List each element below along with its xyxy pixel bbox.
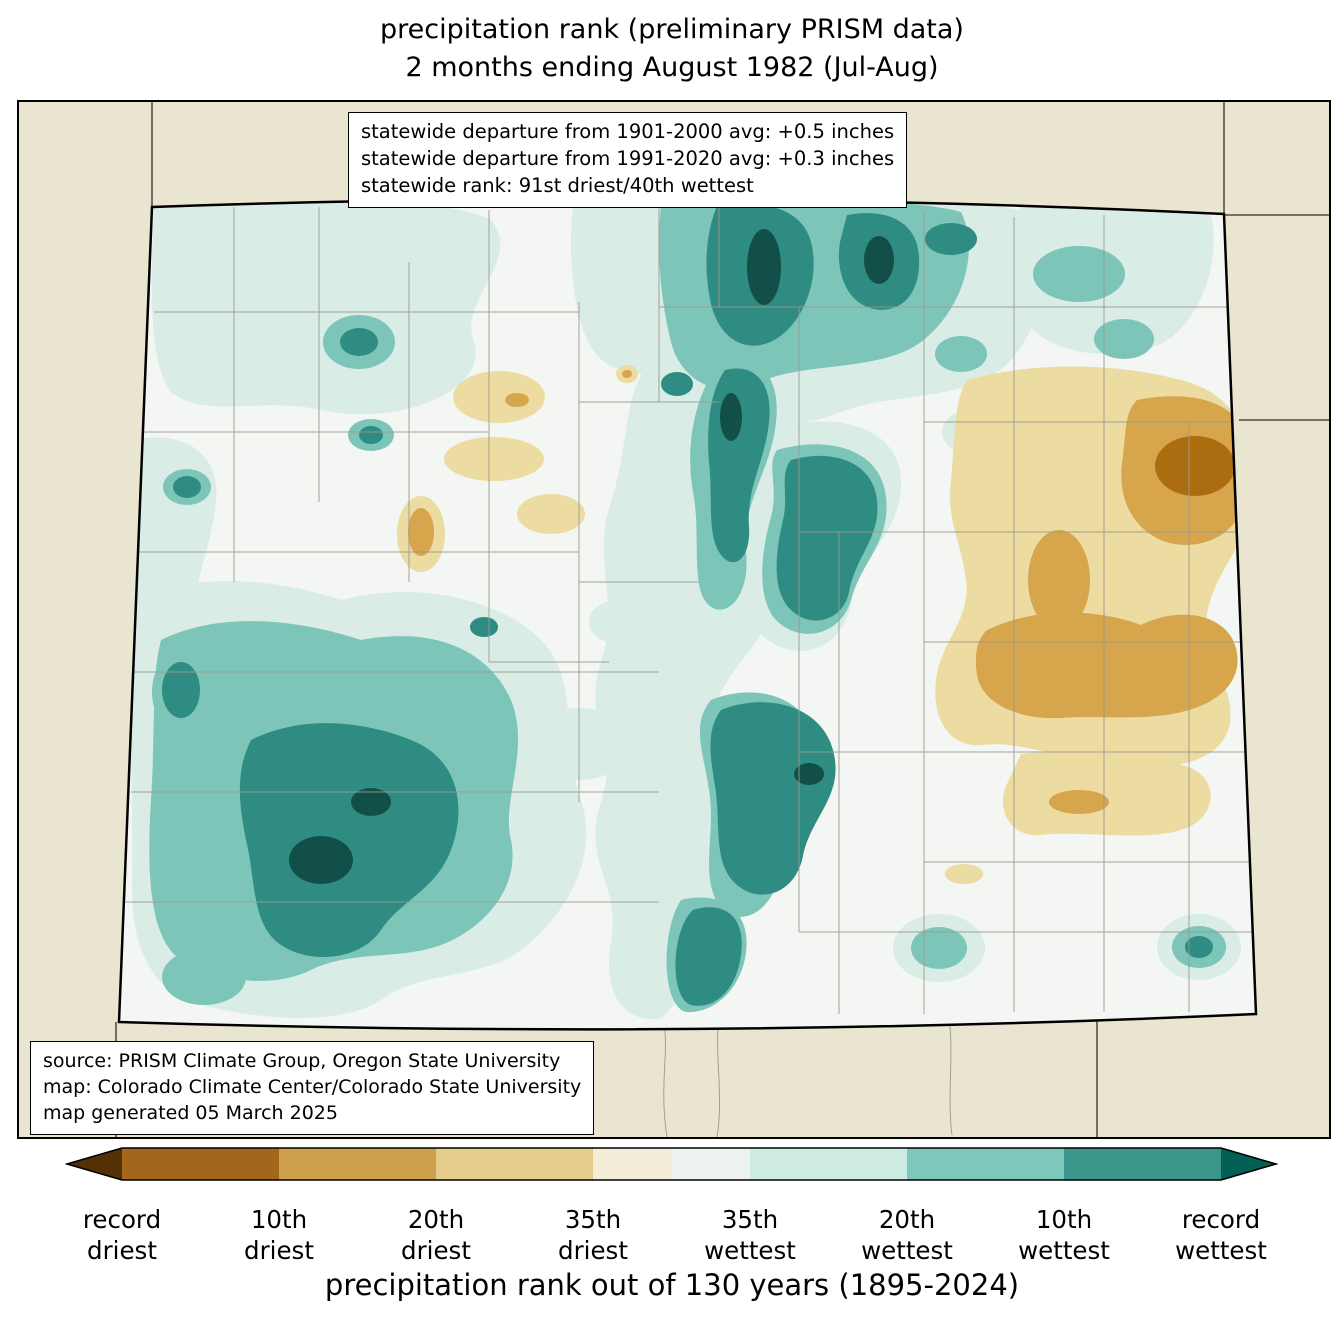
colorbar-segment	[436, 1148, 593, 1180]
colorbar-left-arrow	[67, 1148, 122, 1180]
colorbar-segment	[750, 1148, 907, 1180]
source-box: source: PRISM Climate Group, Oregon Stat…	[30, 1041, 595, 1135]
colorbar-label-20th-driest: 20th driest	[401, 1205, 471, 1266]
colorbar	[64, 1146, 1279, 1190]
stats-line-1: statewide departure from 1901-2000 avg: …	[361, 120, 895, 143]
source-line-1: source: PRISM Climate Group, Oregon Stat…	[43, 1050, 561, 1072]
colorbar-segment	[1064, 1148, 1221, 1180]
colorbar-right-arrow	[1221, 1148, 1276, 1180]
teal-dark-regions	[162, 203, 1213, 1006]
colorado-precipitation-map	[115, 102, 1329, 1137]
colorbar-label-10th-driest: 10th driest	[244, 1205, 314, 1266]
colorbar-segment	[907, 1148, 1064, 1180]
colorbar-label-record-driest: record driest	[82, 1205, 162, 1266]
colorbar-label-20th-wettest: 20th wettest	[861, 1205, 953, 1266]
colorbar-segment	[593, 1148, 672, 1180]
colorbar-label-35th-driest: 35th driest	[558, 1205, 628, 1266]
colorbar-segment	[671, 1148, 750, 1180]
colorbar-segment	[279, 1148, 436, 1180]
page-title: precipitation rank (preliminary PRISM da…	[380, 14, 964, 45]
teal-darkest-cores	[289, 229, 894, 884]
stats-line-3: statewide rank: 91st driest/40th wettest	[361, 173, 754, 197]
stats-box: statewide departure from 1901-2000 avg: …	[348, 112, 908, 208]
map-frame	[17, 100, 1331, 1139]
colorbar-label-35th-wettest: 35th wettest	[704, 1205, 796, 1266]
colorbar-label-10th-wettest: 10th wettest	[1018, 1205, 1110, 1266]
colorbar-segment	[122, 1148, 279, 1180]
colorbar-caption: precipitation rank out of 130 years (189…	[324, 1268, 1020, 1302]
source-line-3: map generated 05 March 2025	[43, 1102, 338, 1125]
source-line-2: map: Colorado Climate Center/Colorado St…	[43, 1076, 582, 1099]
county-borders	[124, 207, 1254, 1014]
tan-dark-regions	[1155, 436, 1235, 496]
colorbar-label-record-wettest: record wettest	[1175, 1205, 1267, 1266]
page-subtitle: 2 months ending August 1982 (Jul-Aug)	[405, 52, 939, 83]
neighbor-county-lines	[663, 1015, 953, 1137]
colorbar-outline	[64, 1147, 1279, 1181]
stats-line-2: statewide departure from 1991-2020 avg: …	[361, 146, 895, 170]
